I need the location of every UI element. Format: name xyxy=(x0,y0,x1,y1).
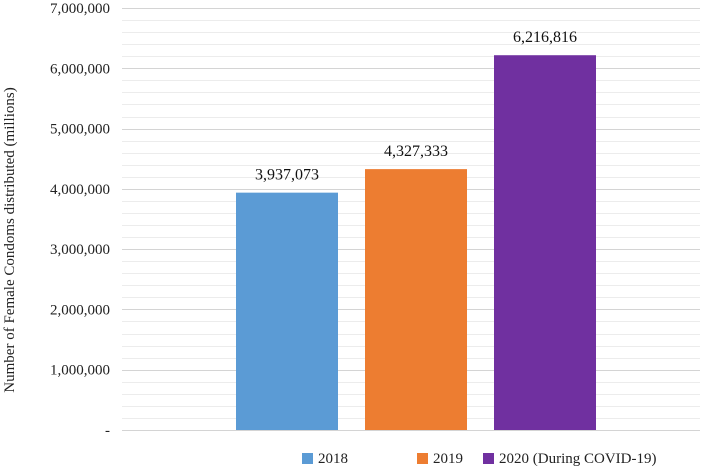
legend-swatch-1 xyxy=(302,453,313,464)
bar-2 xyxy=(365,169,467,430)
data-labels: 3,937,073 4,327,333 6,216,816 xyxy=(255,29,577,183)
y-tick-label: 6,000,000 xyxy=(50,61,110,77)
y-tick-label: 2,000,000 xyxy=(50,302,110,318)
y-tick-label: 1,000,000 xyxy=(50,363,110,379)
y-tick-label: 7,000,000 xyxy=(50,1,110,17)
legend-swatch-3 xyxy=(483,453,494,464)
legend-label-2: 2019 xyxy=(433,451,463,467)
y-tick-label: 3,000,000 xyxy=(50,242,110,258)
data-label-1: 3,937,073 xyxy=(255,167,319,184)
bars xyxy=(236,55,596,430)
legend-label-1: 2018 xyxy=(318,451,348,467)
bar-1 xyxy=(236,192,338,430)
data-label-3: 6,216,816 xyxy=(513,29,577,46)
data-label-2: 4,327,333 xyxy=(384,143,448,160)
y-tick-label: 4,000,000 xyxy=(50,182,110,198)
y-tick-label: 5,000,000 xyxy=(50,122,110,138)
legend-label-3: 2020 (During COVID-19) xyxy=(499,451,656,467)
y-axis-ticks: - 1,000,000 2,000,000 3,000,000 4,000,000 5,0… xyxy=(50,1,110,439)
y-tick-label: - xyxy=(105,423,110,439)
legend-swatch-2 xyxy=(417,453,428,464)
bar-3 xyxy=(494,55,596,430)
y-axis-title: Number of Female Condoms distributed (mi… xyxy=(2,87,18,392)
legend: 2018 2019 2020 (During COVID-19) xyxy=(302,451,656,467)
